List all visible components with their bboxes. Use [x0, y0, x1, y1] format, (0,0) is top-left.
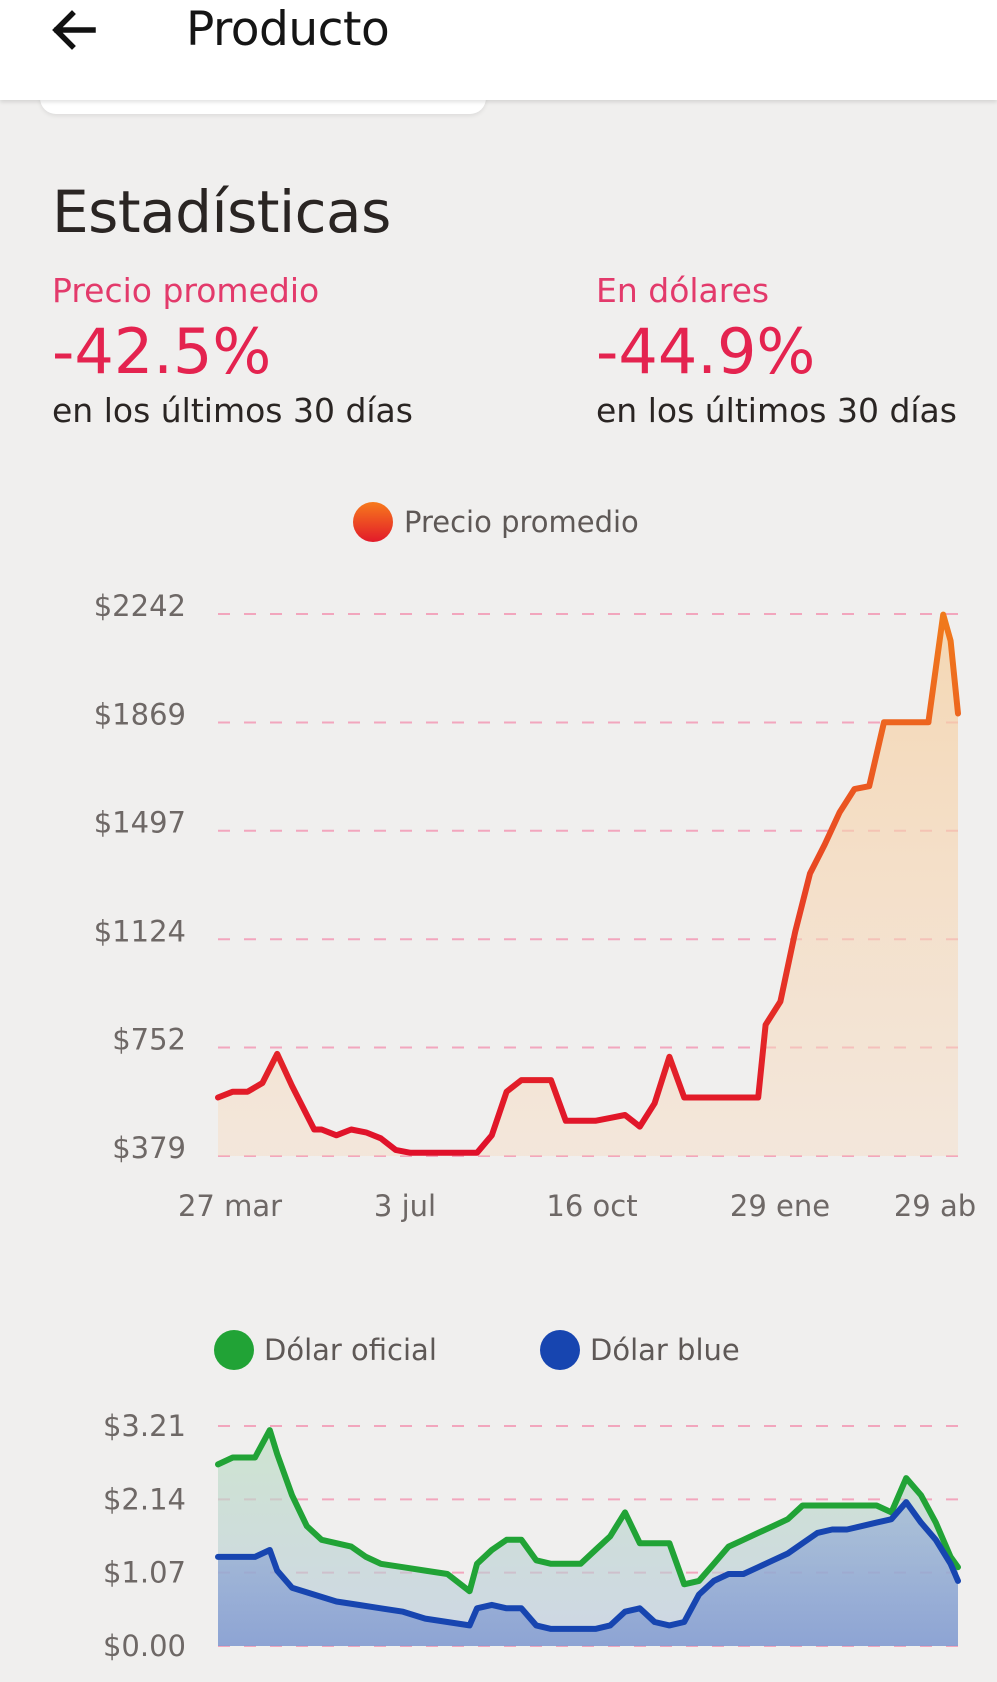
legend-label-blue: Dólar blue: [590, 1333, 740, 1367]
y-tick-label: $1124: [94, 914, 186, 948]
y-tick-label: $0.00: [103, 1629, 186, 1663]
y-tick-label: $752: [112, 1022, 186, 1056]
y-tick-label: $2.14: [103, 1482, 186, 1516]
arrow-left-icon: [52, 10, 96, 50]
page-title: Producto: [186, 2, 390, 57]
product-card-bottom-edge: [40, 96, 486, 114]
x-tick-label: 16 oct: [546, 1189, 637, 1223]
price-chart-svg: Precio promedio $2242 $1869 $1497 $1124 $752 $…: [94, 502, 976, 1223]
dolar-blue-area: [218, 1502, 958, 1646]
y-tick-label: $1869: [94, 698, 186, 732]
x-tick-label: 29 ab: [894, 1189, 976, 1223]
stat-label: En dólares: [596, 271, 770, 310]
y-tick-label: $1.07: [103, 1556, 186, 1590]
stat-label: Precio promedio: [52, 271, 320, 310]
y-tick-label: $1497: [94, 806, 186, 840]
y-tick-label: $2242: [94, 589, 186, 623]
x-tick-label: 27 mar: [178, 1189, 282, 1223]
dollar-chart-svg: Dólar oficial Dólar blue $3.21 $2.14 $1.07 $0…: [103, 1330, 961, 1663]
stat-value: -42.5%: [52, 315, 272, 388]
app-bar: Producto: [0, 0, 997, 100]
x-tick-label: 3 jul: [374, 1189, 436, 1223]
legend-dot-oficial: [214, 1330, 254, 1370]
stat-value: -44.9%: [596, 315, 816, 388]
stat-period: en los últimos 30 días: [596, 391, 957, 430]
stat-period: en los últimos 30 días: [52, 391, 413, 430]
legend-label-precio: Precio promedio: [404, 505, 639, 539]
statistics-heading: Estadísticas: [52, 178, 391, 246]
back-button[interactable]: [44, 2, 104, 58]
x-tick-label: 29 ene: [730, 1189, 830, 1223]
dolar-blue-line: [215, 1499, 961, 1632]
y-tick-label: $3.21: [103, 1409, 186, 1443]
y-tick-label: $379: [112, 1131, 186, 1165]
dolar-oficial-line: [215, 1427, 961, 1595]
stat-in-dollars: En dólares -44.9% en los últimos 30 días: [596, 268, 957, 434]
dollar-chart: Dólar oficial Dólar blue $3.21 $2.14 $1.07 $0…: [0, 1320, 997, 1682]
price-area: [218, 614, 958, 1156]
legend-label-oficial: Dólar oficial: [264, 1333, 437, 1367]
price-chart: Precio promedio $2242 $1869 $1497 $1124 $752 $…: [0, 490, 997, 1250]
price-line: [215, 611, 961, 1156]
legend-dot-precio: [353, 502, 393, 542]
legend-dot-blue: [540, 1330, 580, 1370]
stat-average-price: Precio promedio -42.5% en los últimos 30…: [52, 268, 413, 434]
